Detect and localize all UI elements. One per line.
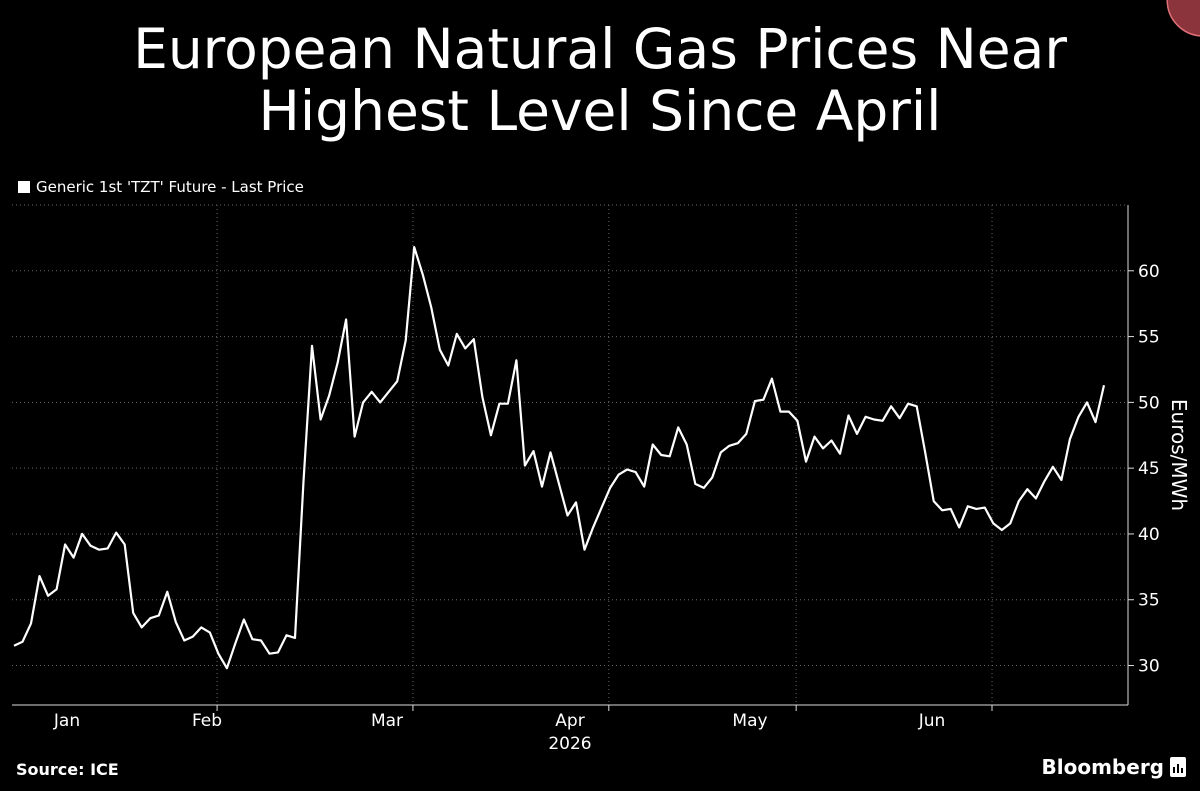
bloomberg-logo: Bloomberg xyxy=(1042,755,1186,779)
y-tick-label: 35 xyxy=(1138,591,1160,611)
x-tick-label: Jan xyxy=(53,711,80,731)
title-line-1: European Natural Gas Prices Near xyxy=(133,17,1067,81)
title-line-2: Highest Level Since April xyxy=(258,79,942,143)
legend-label: Generic 1st 'TZT' Future - Last Price xyxy=(36,178,304,196)
y-tick-label: 60 xyxy=(1138,262,1160,282)
y-axis-title: Euros/MWh xyxy=(1167,399,1191,511)
y-tick-label: 30 xyxy=(1138,657,1160,677)
y-tick-label: 55 xyxy=(1138,328,1160,348)
series-line xyxy=(13,246,1106,670)
x-tick-label: May xyxy=(732,711,767,731)
chart-title: European Natural Gas Prices Near Highest… xyxy=(0,18,1200,142)
x-tick-label: Apr xyxy=(555,711,584,731)
x-axis-year-label: 2026 xyxy=(548,734,591,754)
legend: Generic 1st 'TZT' Future - Last Price xyxy=(18,178,304,196)
bloomberg-chart-icon xyxy=(1170,757,1186,777)
source-note: Source: ICE xyxy=(16,760,119,779)
x-tick-label: Jun xyxy=(918,711,946,731)
x-tick-label: Mar xyxy=(371,711,403,731)
y-tick-label: 50 xyxy=(1138,393,1160,413)
y-tick-label: 45 xyxy=(1138,459,1160,479)
highlight-circle xyxy=(1166,0,1200,37)
brand-name: Bloomberg xyxy=(1041,755,1164,779)
legend-swatch xyxy=(18,181,30,193)
x-tick-label: Feb xyxy=(192,711,222,731)
y-tick-label: 40 xyxy=(1138,525,1160,545)
